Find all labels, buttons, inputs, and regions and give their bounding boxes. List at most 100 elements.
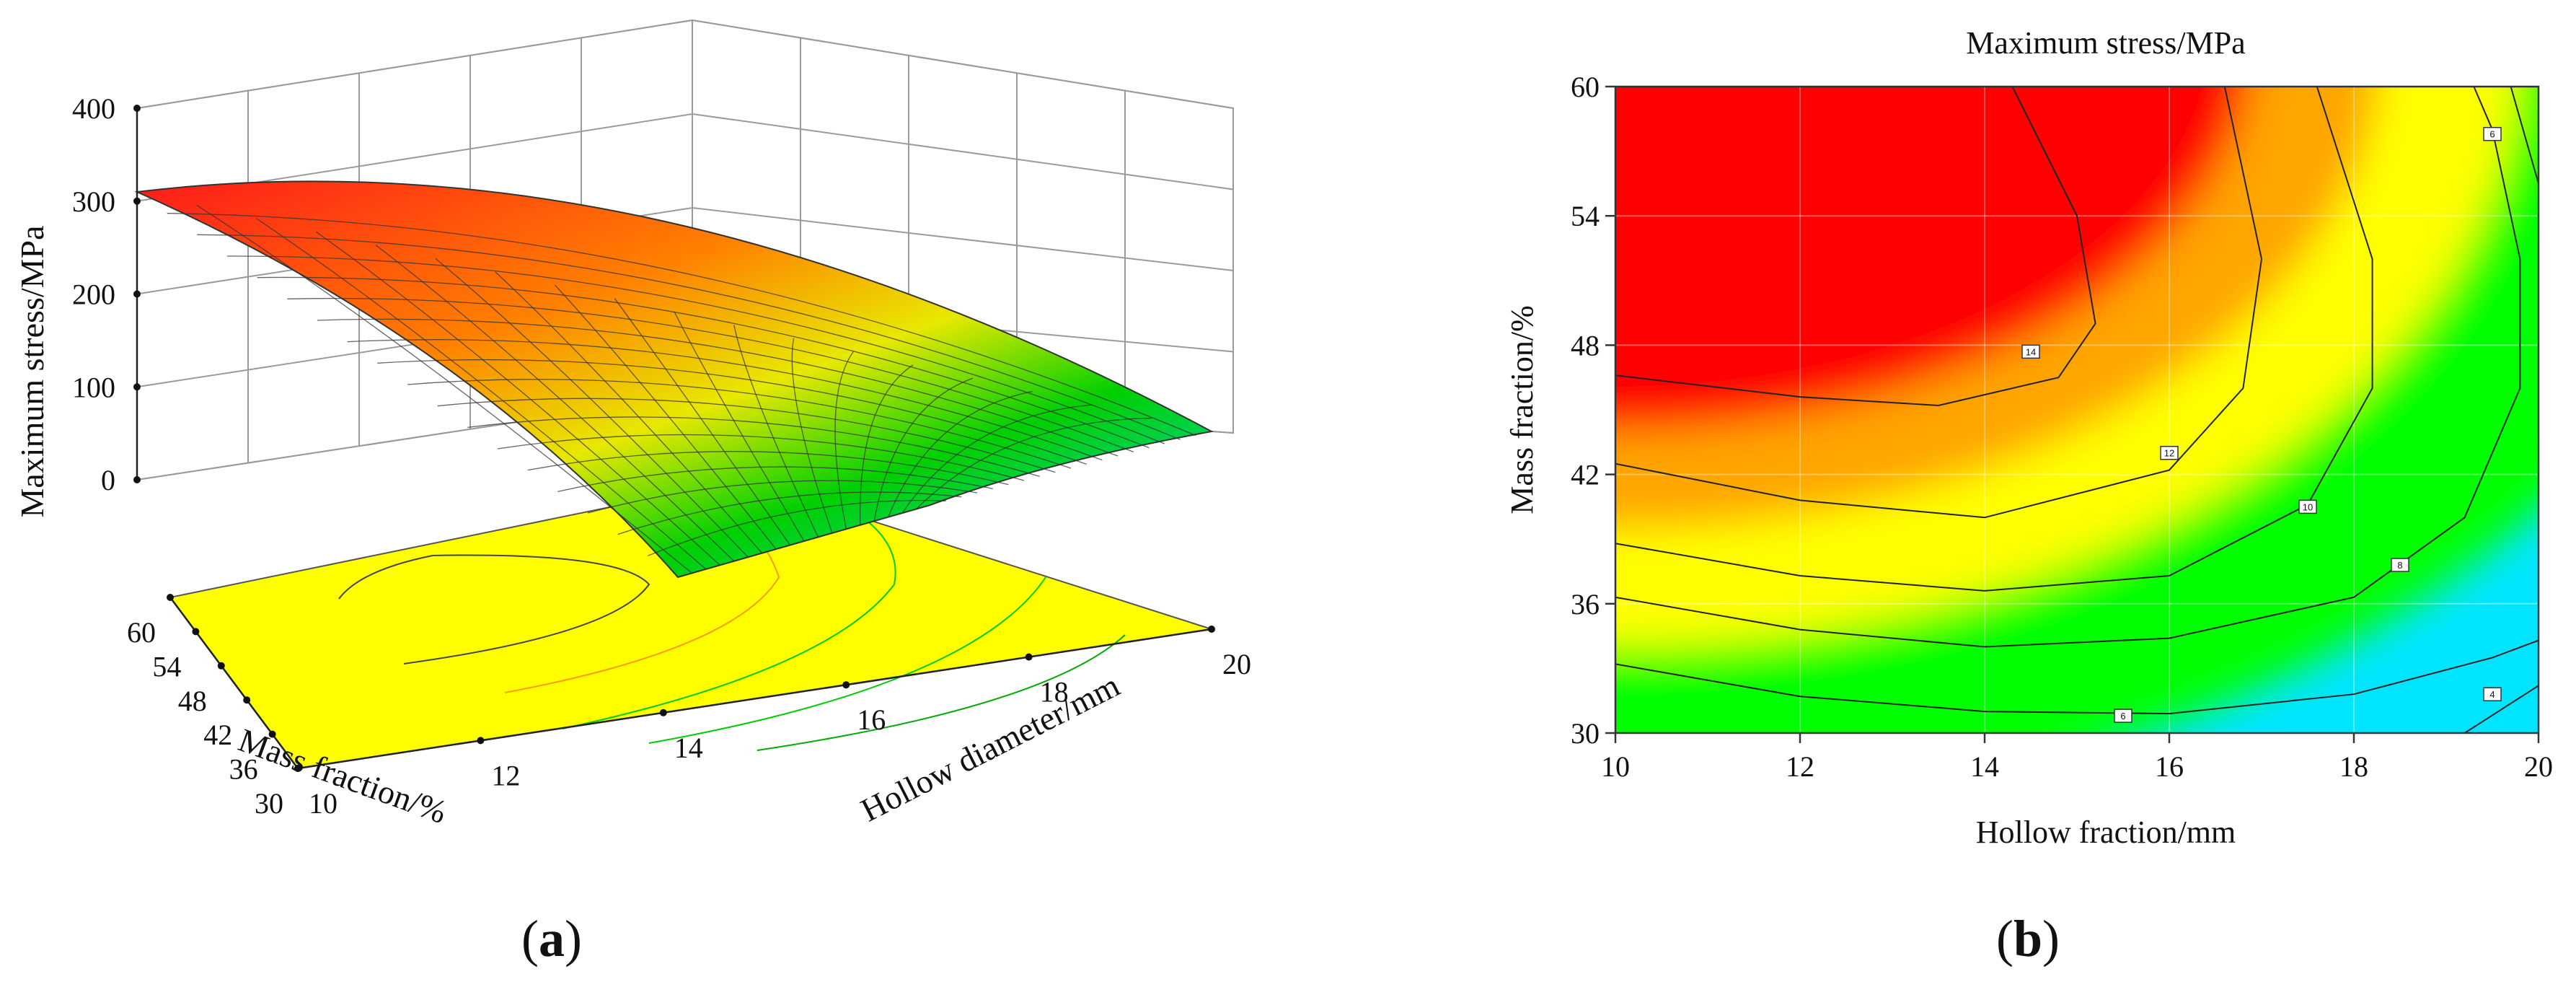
z-tick-label: 100 — [72, 371, 115, 403]
contour-label-1: 12 — [2160, 445, 2179, 460]
hollow-tick-dot — [842, 681, 850, 689]
mass-tick-dot — [192, 628, 200, 636]
contour-label-4: 6 — [2114, 709, 2132, 723]
mass-tick-dot — [268, 730, 276, 738]
base-contour-0 — [338, 554, 650, 664]
hollow-tick-label: 16 — [857, 703, 886, 736]
mesh-line-v — [888, 391, 1033, 517]
contour-label-box — [2391, 558, 2409, 572]
contour-line-2 — [1615, 87, 2373, 592]
z-tick-dot — [133, 290, 141, 298]
panel-b-caption: (b) — [1996, 910, 2060, 968]
svg-text:(a): (a) — [521, 910, 582, 968]
base-contours — [338, 504, 1126, 751]
mesh-line-u — [167, 213, 1196, 437]
contour-label-text: 6 — [2120, 711, 2125, 721]
mass-axis-line — [169, 597, 299, 769]
contour-label-0: 14 — [2021, 344, 2040, 359]
hollow-tick-label: 14 — [674, 732, 703, 764]
mesh-line-v — [435, 258, 749, 558]
hollow-axis-line — [297, 628, 1212, 770]
mesh-line-v — [495, 271, 763, 554]
mesh-line-v — [791, 338, 833, 534]
mass-tick-dot — [243, 696, 251, 704]
fill-blurred-bands — [1615, 87, 2538, 733]
y-tick-label: 30 — [1571, 717, 1600, 750]
mesh-line-u — [347, 339, 1103, 461]
contour-label-5: 6 — [2483, 126, 2502, 141]
contour-line-4 — [1615, 639, 2538, 715]
mesh-line-u — [257, 276, 1150, 449]
z-tick-dot — [133, 383, 141, 391]
x-tick-label: 18 — [2339, 750, 2368, 783]
mass-tick-label: 60 — [127, 616, 156, 649]
contour-label-box — [2298, 499, 2317, 514]
contour-label-text: 6 — [2489, 129, 2495, 140]
contour-label-2: 10 — [2298, 499, 2317, 514]
panel-a-caption-letter: a — [539, 910, 565, 968]
mass-tick-dot — [167, 594, 174, 601]
plot-frame — [1614, 85, 2540, 734]
fill-band-3 — [1615, 87, 2249, 431]
panel-a-xlabel: Hollow diameter/mm — [855, 667, 1126, 829]
mesh-line-u — [648, 499, 946, 556]
hollow-tick-dot — [477, 737, 485, 745]
mesh-line-v — [834, 351, 854, 530]
y-tick-label: 60 — [1571, 71, 1600, 103]
mesh-line-v — [916, 417, 1152, 510]
contour-label-3: 8 — [2391, 558, 2409, 572]
hollow-tick-dot — [1025, 653, 1033, 661]
mesh-line-u — [407, 379, 1072, 469]
x-tick-label: 10 — [1601, 750, 1630, 783]
base-contour-2 — [562, 519, 896, 729]
hollow-tick-label: 20 — [1222, 648, 1251, 680]
x-tick-label: 20 — [2524, 750, 2553, 783]
z-tick-label: 300 — [72, 185, 115, 218]
contour-label-text: 14 — [2026, 346, 2036, 357]
y-tick-label: 42 — [1571, 459, 1600, 491]
mass-tick-label: 30 — [255, 787, 283, 820]
contour-label-box — [2160, 445, 2179, 460]
contour-line-1 — [1615, 87, 2263, 519]
z-tick-dot — [133, 197, 141, 205]
mesh-line-u — [317, 318, 1119, 457]
z-tick-dot — [133, 476, 141, 483]
mesh-line-v — [554, 284, 777, 550]
contour-label-box — [2021, 344, 2040, 359]
y-tick-label: 54 — [1571, 200, 1600, 232]
contour-lines — [1615, 87, 2538, 733]
mesh-line-v — [614, 298, 791, 545]
contour-label-6: 4 — [2483, 687, 2502, 701]
mesh-line-u — [437, 398, 1056, 473]
mesh-line-v — [901, 404, 1093, 514]
z-tick-label: 0 — [101, 464, 115, 496]
mass-tick-label: 48 — [178, 685, 207, 717]
z-tick-label: 200 — [72, 278, 115, 311]
svg-text:(b): (b) — [1996, 910, 2060, 968]
x-tick-label: 16 — [2155, 750, 2184, 783]
surface-mesh — [167, 204, 1196, 574]
panel-a-caption: (a) — [521, 910, 582, 968]
z-tick-dot — [133, 105, 141, 112]
hollow-tick-dot — [294, 765, 301, 772]
wall-grid-z — [136, 19, 1234, 109]
mesh-line-u — [617, 491, 962, 535]
contour-label-text: 10 — [2303, 501, 2313, 512]
hollow-tick-dot — [1208, 626, 1215, 633]
panel-b-title: Maximum stress/MPa — [1966, 25, 2245, 61]
contour-fill — [1615, 87, 2538, 733]
contour-label-box — [2114, 709, 2132, 723]
contour-line-3 — [1615, 87, 2521, 648]
hollow-tick-label: 12 — [491, 759, 520, 791]
panel-b-xlabel: Hollow fraction/mm — [1976, 815, 2236, 850]
panel-a-zlabel: Maximum stress/MPa — [14, 225, 50, 517]
panel-b-contour-plot: 14 12 10 8 6 6 4 10 12 14 16 18 20 30 36 42 48 54 60 — [1571, 71, 2553, 783]
base-contour-4 — [757, 634, 1126, 751]
y-tick-label: 48 — [1571, 329, 1600, 361]
mesh-line-v — [860, 364, 914, 525]
contour-label-box — [2483, 687, 2502, 701]
panel-b-caption-letter: b — [2013, 910, 2042, 968]
mass-tick-label: 36 — [229, 753, 258, 786]
